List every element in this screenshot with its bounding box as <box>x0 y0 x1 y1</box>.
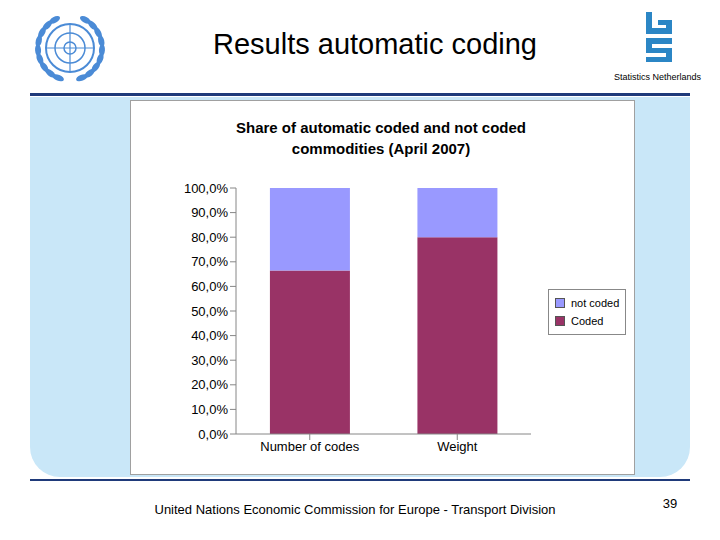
svg-text:80,0%: 80,0% <box>191 230 228 245</box>
html-text:Share of automatic coded and n: Share of automatic coded and not coded c… <box>236 119 526 157</box>
svg-text:60,0%: 60,0% <box>191 279 228 294</box>
html-text:Results automatic coding: Results automatic coding <box>213 28 537 60</box>
svg-text:70,0%: 70,0% <box>191 254 228 269</box>
svg-text:30,0%: 30,0% <box>191 353 228 368</box>
svg-text:Weight: Weight <box>437 439 478 454</box>
html-text:Statistics Netherlands: Statistics Netherlands <box>614 72 701 82</box>
svg-text:20,0%: 20,0% <box>191 377 228 392</box>
html-text:39: 39 <box>662 496 678 511</box>
svg-text:10,0%: 10,0% <box>191 402 228 417</box>
svg-text:90,0%: 90,0% <box>191 205 228 220</box>
svg-text:Number of codes: Number of codes <box>260 439 359 454</box>
svg-text:50,0%: 50,0% <box>191 304 228 319</box>
svg-text:100,0%: 100,0% <box>184 181 229 196</box>
svg-text:40,0%: 40,0% <box>191 328 228 343</box>
html-text:United Nations Economic Commis: United Nations Economic Commission for E… <box>154 502 556 517</box>
svg-text:0,0%: 0,0% <box>198 427 228 442</box>
html-text:Coded: Coded <box>571 315 604 327</box>
html-text:not coded: not coded <box>571 297 620 309</box>
